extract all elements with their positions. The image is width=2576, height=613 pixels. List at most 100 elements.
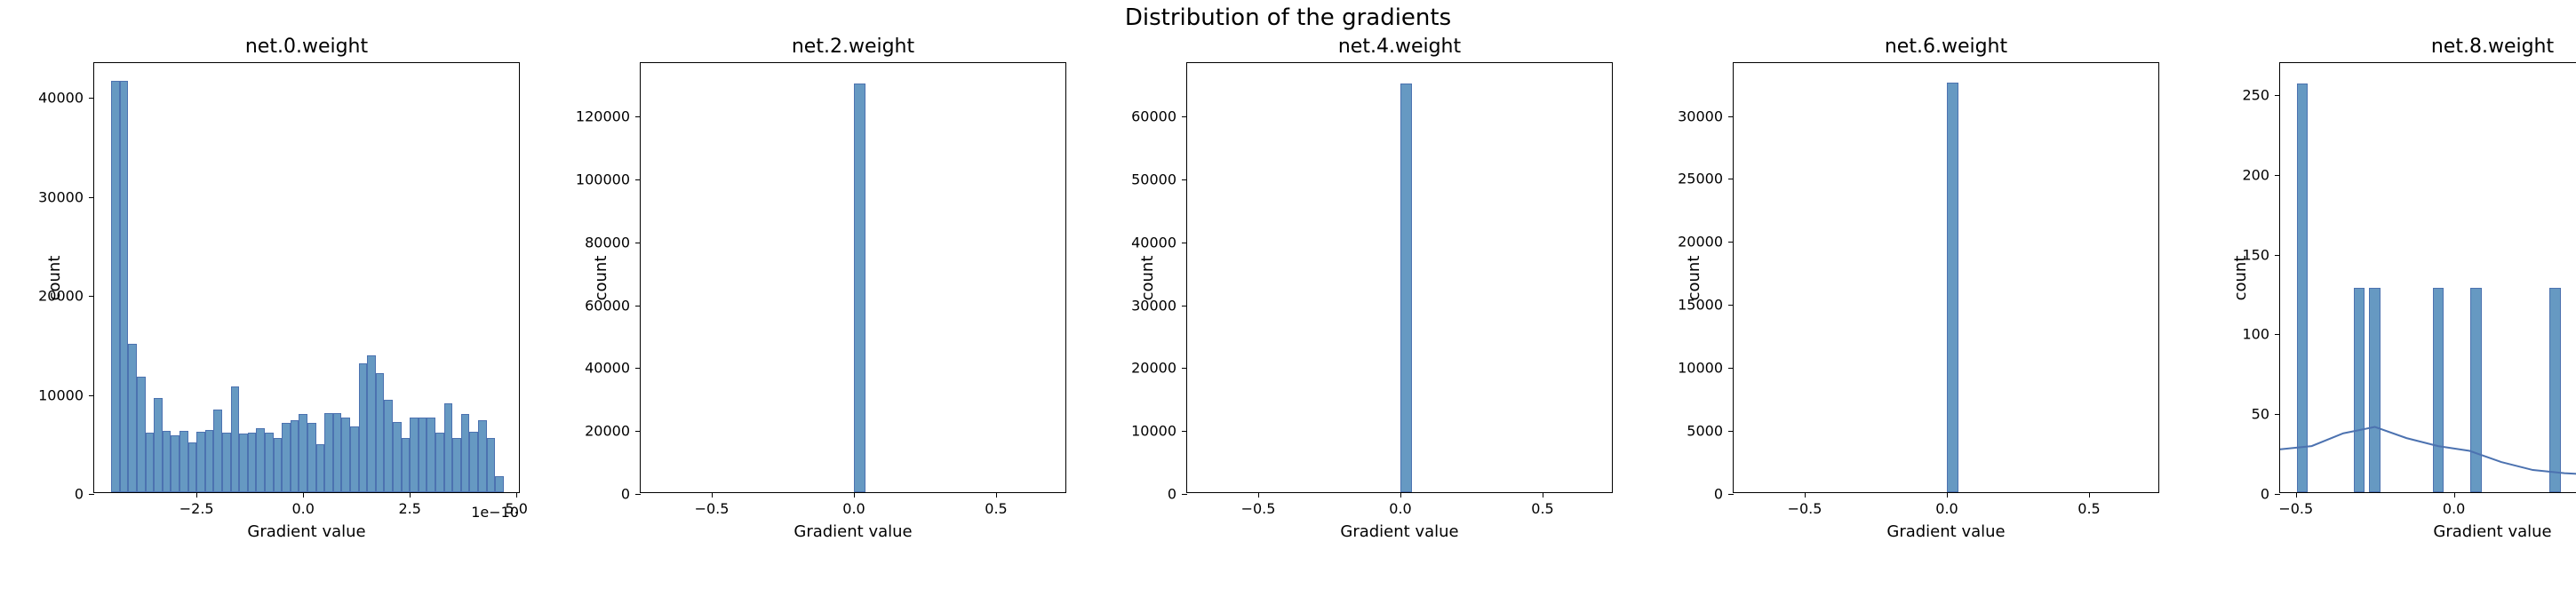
axes: countGradient value−0.50.00.502000040000… xyxy=(640,62,1066,493)
histogram-bar xyxy=(478,420,487,492)
histogram-bar xyxy=(274,438,283,492)
ytick-label: 150 xyxy=(2242,246,2269,263)
ytick xyxy=(1728,494,1734,495)
xtick xyxy=(854,492,855,498)
histogram-bar xyxy=(435,433,444,492)
histogram-bar xyxy=(163,431,171,492)
subplot-title: net.4.weight xyxy=(1186,36,1613,58)
ytick xyxy=(1728,431,1734,432)
ytick xyxy=(1182,116,1187,117)
histogram-bar xyxy=(427,418,435,492)
ytick-label: 30000 xyxy=(1678,107,1723,124)
xtick-label: 0.5 xyxy=(1531,500,1553,517)
ytick-label: 100 xyxy=(2242,326,2269,343)
ytick-label: 40000 xyxy=(585,360,630,377)
subplot-0: net.0.weightcountGradient value1e−10−2.5… xyxy=(93,62,520,493)
histogram-bar xyxy=(137,377,146,492)
xtick xyxy=(1258,492,1259,498)
histogram-bar xyxy=(146,433,155,492)
ytick xyxy=(1182,368,1187,369)
axes: countGradient value1e−10−2.50.02.55.0010… xyxy=(93,62,520,493)
ytick-label: 10000 xyxy=(1678,360,1723,377)
histogram-bar xyxy=(350,426,359,492)
histogram-bar xyxy=(452,438,461,492)
histogram-bar xyxy=(111,81,120,492)
ytick-label: 120000 xyxy=(576,108,630,125)
ytick-label: 10000 xyxy=(38,386,84,403)
suptitle: Distribution of the gradients xyxy=(0,4,2576,31)
xtick-label: 2.5 xyxy=(398,500,420,517)
histogram-bar xyxy=(222,433,231,492)
axes: countGradient value−0.50.00.505010015020… xyxy=(2279,62,2576,493)
histogram-bar xyxy=(154,398,163,492)
figure: Distribution of the gradients net.0.weig… xyxy=(0,0,2576,613)
histogram-bar xyxy=(444,403,453,492)
xtick-label: 0.0 xyxy=(842,500,865,517)
ytick xyxy=(1728,116,1734,117)
plot-area xyxy=(2280,63,2576,492)
histogram-bar xyxy=(419,418,427,492)
histogram-bar xyxy=(376,373,385,492)
histogram-bar xyxy=(128,344,137,492)
histogram-bar xyxy=(487,438,496,492)
xtick-label: −0.5 xyxy=(1788,500,1822,517)
ytick xyxy=(635,368,641,369)
histogram-bar xyxy=(469,432,478,492)
ytick xyxy=(2275,334,2280,335)
ytick xyxy=(2275,494,2280,495)
xlabel: Gradient value xyxy=(94,522,519,541)
ytick-label: 50 xyxy=(2252,406,2269,423)
histogram-bar xyxy=(461,414,470,492)
histogram-bar xyxy=(316,444,325,492)
histogram-bar xyxy=(307,423,316,492)
ytick-label: 20000 xyxy=(1131,360,1176,377)
ytick-label: 20000 xyxy=(585,423,630,440)
xtick-label: −0.5 xyxy=(695,500,730,517)
histogram-bar xyxy=(213,410,222,492)
ytick xyxy=(2275,95,2280,96)
xlabel: Gradient value xyxy=(1734,522,2158,541)
ytick xyxy=(635,116,641,117)
ytick xyxy=(635,431,641,432)
xtick xyxy=(2296,492,2297,498)
subplot-title: net.0.weight xyxy=(93,36,520,58)
ylabel: count xyxy=(1685,255,1703,300)
ytick-label: 40000 xyxy=(1131,234,1176,251)
ytick-label: 0 xyxy=(1168,486,1176,503)
histogram-bar xyxy=(854,84,865,492)
ytick xyxy=(89,395,94,396)
histogram-bar xyxy=(231,386,240,492)
xtick-label: −2.5 xyxy=(179,500,214,517)
xtick xyxy=(2089,492,2090,498)
ytick-label: 80000 xyxy=(585,234,630,251)
ytick-label: 30000 xyxy=(1131,297,1176,314)
ytick xyxy=(89,197,94,198)
ytick-label: 20000 xyxy=(1678,234,1723,251)
ytick xyxy=(1182,431,1187,432)
subplot-2: net.4.weightcountGradient value−0.50.00.… xyxy=(1186,62,1613,493)
ytick-label: 100000 xyxy=(576,171,630,187)
subplot-title: net.2.weight xyxy=(640,36,1066,58)
xtick xyxy=(1400,492,1401,498)
histogram-bar xyxy=(120,81,129,492)
histogram-bar xyxy=(1400,84,1412,492)
histogram-bar xyxy=(196,432,205,492)
histogram-bar xyxy=(367,355,376,492)
xtick-label: −0.5 xyxy=(2278,500,2313,517)
histogram-bar xyxy=(291,420,299,492)
plot-area xyxy=(1734,63,2158,492)
ytick-label: 0 xyxy=(75,486,84,503)
axes: countGradient value−0.50.00.505000100001… xyxy=(1733,62,2159,493)
plot-area xyxy=(1187,63,1612,492)
ytick-label: 50000 xyxy=(1131,171,1176,187)
ytick-label: 250 xyxy=(2242,86,2269,103)
ytick xyxy=(2275,175,2280,176)
xtick xyxy=(516,492,517,498)
ytick-label: 200 xyxy=(2242,166,2269,183)
xtick-label: 0.5 xyxy=(985,500,1007,517)
ytick xyxy=(89,98,94,99)
ytick-label: 10000 xyxy=(1131,423,1176,440)
xtick xyxy=(410,492,411,498)
histogram-bar xyxy=(265,433,274,492)
xtick-label: 0.0 xyxy=(1389,500,1411,517)
